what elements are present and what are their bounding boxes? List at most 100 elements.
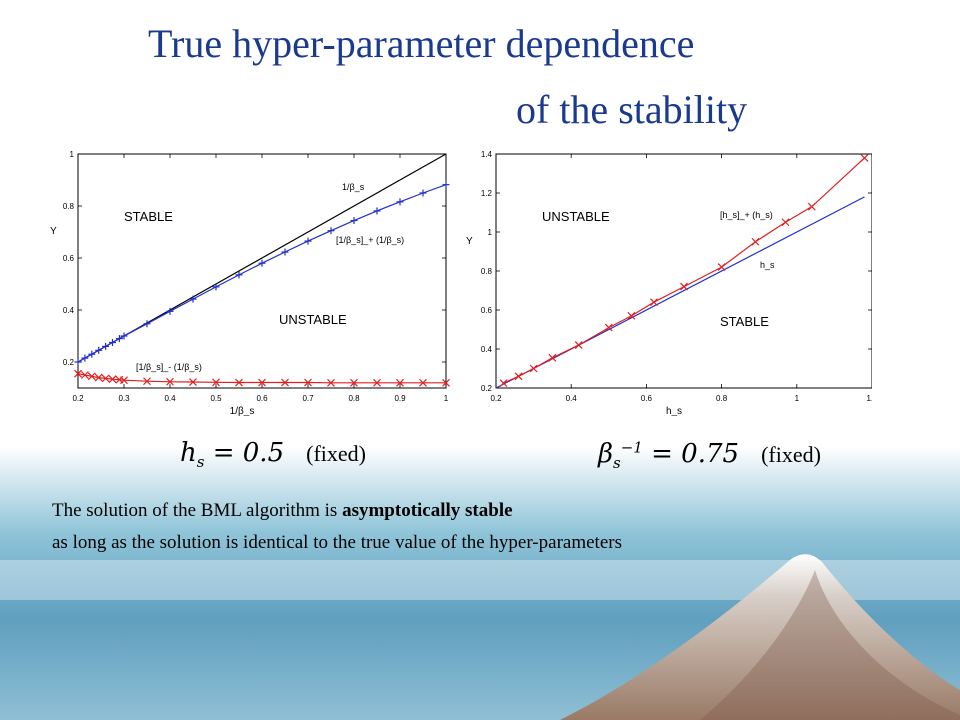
y-tick-label: 0.6 — [481, 306, 493, 315]
cross-marker — [120, 376, 128, 385]
slide-title-line-1: True hyper-parameter dependence — [148, 21, 695, 66]
y-tick-label: 1.4 — [481, 150, 493, 159]
cross-marker — [649, 298, 658, 307]
cross-marker — [143, 377, 151, 386]
x-axis-label: h_s — [666, 406, 682, 416]
y-tick-label: 1 — [488, 228, 493, 237]
plus-marker — [373, 207, 381, 215]
cross-marker — [189, 378, 197, 386]
cross-marker — [860, 153, 869, 162]
x-tick-label: 0.4 — [566, 394, 578, 403]
x-axis-label: 1/β_s — [230, 406, 255, 416]
cross-marker — [108, 375, 117, 384]
series-label: [1/β_s]_+ (1/β_s) — [336, 235, 404, 245]
series-label: [1/β_s]_- (1/β_s) — [136, 362, 202, 372]
region-label: UNSTABLE — [542, 209, 610, 224]
cross-marker — [680, 282, 688, 291]
cross-marker — [604, 323, 613, 332]
conclusion-emphasis: asymptotically stable — [342, 500, 513, 521]
series-label: h_s — [760, 260, 775, 270]
cross-marker — [751, 237, 760, 246]
series-line — [77, 373, 446, 384]
cross-marker — [529, 364, 538, 373]
left-fixed-condition: hs = 0.5 (fixed) — [180, 438, 366, 471]
chart-left-beta: 0.2 0.3 0.4 0.5 0.6 0.7 0.8 0.9 1 0.2 0.4 0.6 0.8 1 1/… — [50, 150, 450, 416]
equation-beta-s: βs−1 = 0.75 — [598, 438, 740, 472]
x-tick-label: 0.4 — [164, 394, 176, 403]
plus-marker — [212, 283, 220, 291]
cross-marker — [101, 374, 110, 383]
y-axis-label: Y — [466, 236, 473, 247]
plus-marker — [327, 227, 335, 235]
plus-marker — [120, 332, 128, 340]
plot-area — [77, 153, 447, 389]
plus-marker — [102, 342, 110, 350]
plus-marker — [143, 320, 151, 328]
cross-marker — [258, 378, 266, 387]
cross-marker — [212, 378, 220, 387]
cross-marker — [419, 378, 427, 387]
conclusion-line-2: as long as the solution is identical to … — [52, 532, 622, 553]
cross-marker — [166, 377, 174, 386]
cross-marker — [350, 378, 358, 387]
plus-marker — [81, 354, 89, 362]
y-tick-label: 0.8 — [63, 202, 75, 211]
cross-marker — [94, 373, 103, 382]
cross-marker — [281, 378, 289, 387]
x-tick-label: 0.2 — [490, 394, 502, 403]
cross-marker — [499, 379, 508, 388]
region-label: STABLE — [720, 314, 769, 329]
plus-marker — [350, 217, 358, 225]
cross-marker — [574, 341, 583, 350]
x-tick-label: 1.2 — [866, 394, 872, 403]
cross-marker — [373, 378, 381, 387]
cross-marker — [627, 311, 636, 320]
x-tick-label: 0.6 — [641, 394, 653, 403]
y-axis-label: Y — [50, 226, 57, 237]
plus-marker — [281, 248, 289, 256]
plus-marker — [396, 198, 404, 206]
plus-marker — [88, 350, 96, 358]
cross-marker — [807, 202, 816, 211]
cross-marker — [304, 378, 312, 387]
fixed-label-left: (fixed) — [306, 441, 366, 466]
plus-marker — [166, 307, 174, 315]
chart-right-h: 0.2 0.4 0.6 0.8 1 1.2 0.2 0.4 0.6 0.8 1 1.2 1.4 h_s Y U… — [466, 150, 872, 416]
conclusion-text: The solution of the BML algorithm is — [52, 500, 343, 521]
x-tick-label: 0.7 — [302, 394, 314, 403]
x-tick-label: 0.5 — [210, 394, 222, 403]
plus-marker — [115, 335, 123, 343]
plus-marker — [74, 358, 82, 366]
cross-marker — [396, 378, 404, 387]
plus-marker — [442, 181, 450, 189]
y-tick-label: 0.2 — [481, 384, 493, 393]
cross-marker — [87, 372, 96, 381]
cross-marker — [327, 378, 335, 387]
series-line — [495, 196, 865, 389]
series-label: 1/β_s — [342, 182, 365, 192]
plot-area — [495, 153, 872, 389]
cross-marker — [74, 369, 82, 378]
conclusion-line-1: The solution of the BML algorithm is asy… — [52, 500, 513, 522]
series-label: [h_s]_+ (h_s) — [720, 210, 773, 220]
cross-marker — [781, 218, 790, 227]
y-tick-label: 0.6 — [63, 254, 75, 263]
y-tick-label: 0.8 — [481, 267, 493, 276]
y-tick-label: 1.2 — [481, 189, 493, 198]
plus-marker — [304, 237, 312, 245]
cross-marker — [548, 353, 557, 362]
slide-title-line-2: of the stability — [516, 87, 748, 132]
plus-marker — [109, 339, 116, 346]
series-line — [77, 184, 447, 363]
equation-h-s: hs = 0.5 — [180, 438, 285, 472]
x-tick-label: 1 — [795, 394, 800, 403]
x-tick-label: 0.8 — [716, 394, 728, 403]
cross-marker — [717, 263, 726, 272]
plus-marker — [189, 295, 197, 303]
x-tick-label: 1 — [444, 394, 449, 403]
y-tick-label: 0.2 — [63, 358, 75, 367]
cross-marker — [235, 378, 243, 387]
region-label: STABLE — [124, 209, 173, 224]
cross-marker — [442, 378, 450, 387]
y-tick-label: 1 — [70, 150, 75, 159]
